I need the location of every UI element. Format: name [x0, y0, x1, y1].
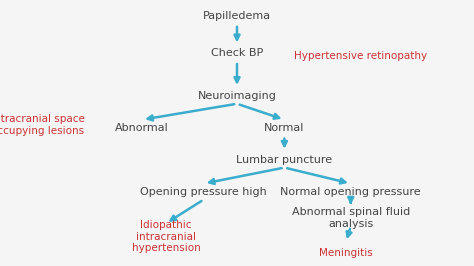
- Text: Abnormal: Abnormal: [115, 123, 169, 133]
- Text: Intracranial space
occupying lesions: Intracranial space occupying lesions: [0, 114, 85, 136]
- Text: Idiopathic
intracranial
hypertension: Idiopathic intracranial hypertension: [131, 220, 201, 253]
- Text: Neuroimaging: Neuroimaging: [198, 91, 276, 101]
- Text: Check BP: Check BP: [211, 48, 263, 58]
- Text: Papilledema: Papilledema: [203, 11, 271, 21]
- Text: Lumbar puncture: Lumbar puncture: [237, 155, 332, 165]
- Text: Abnormal spinal fluid
analysis: Abnormal spinal fluid analysis: [292, 207, 410, 229]
- Text: Opening pressure high: Opening pressure high: [140, 186, 267, 197]
- Text: Normal opening pressure: Normal opening pressure: [281, 186, 421, 197]
- Text: Meningitis: Meningitis: [319, 248, 373, 258]
- Text: Normal: Normal: [264, 123, 305, 133]
- Text: Hypertensive retinopathy: Hypertensive retinopathy: [294, 51, 427, 61]
